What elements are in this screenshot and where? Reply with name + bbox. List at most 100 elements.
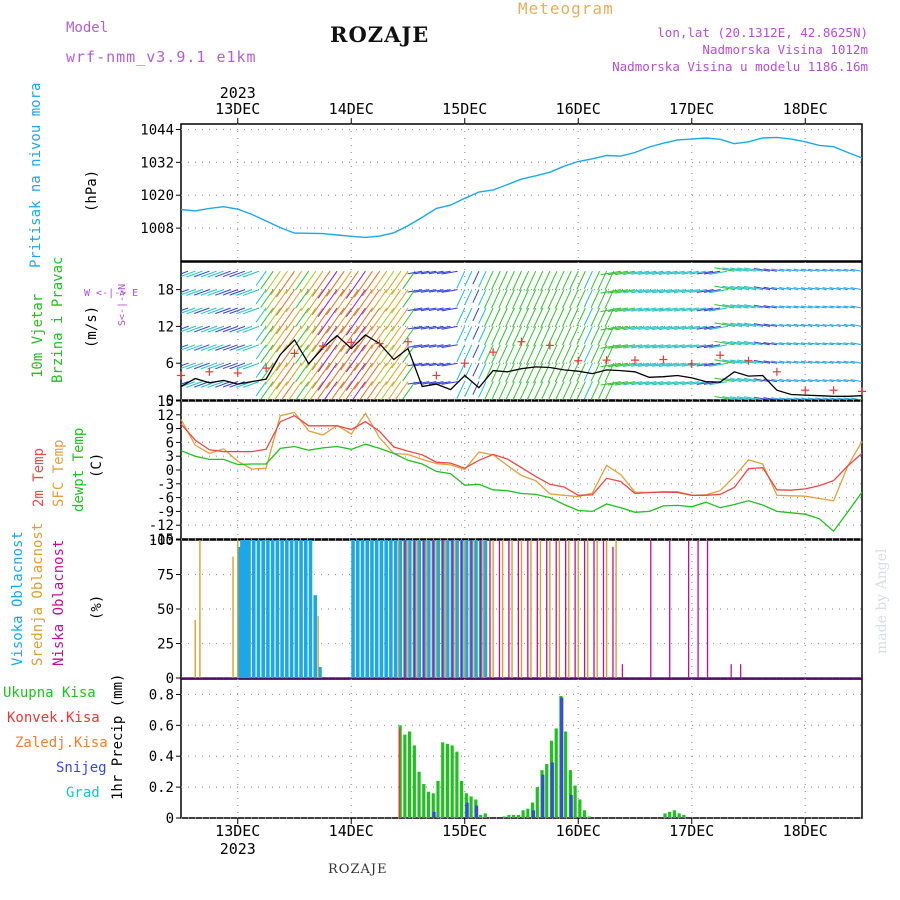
wind-arrow (681, 307, 699, 312)
wind-arrow (666, 270, 685, 275)
wind-arrow (456, 362, 466, 381)
wind-arrow (353, 362, 373, 390)
wind-arrow (505, 344, 515, 364)
wind-arrow (326, 362, 345, 389)
wind-arrow (498, 362, 508, 382)
precip-rain-bar (568, 770, 572, 818)
wind-arrow (779, 360, 792, 364)
wind-arrow (850, 379, 862, 383)
wind-arrow (843, 323, 855, 327)
wind-arrow (186, 381, 203, 388)
wind-arrow (420, 362, 437, 367)
wind-arrow (714, 377, 735, 383)
precip-rain-bar (483, 813, 487, 818)
wind-arrow (207, 381, 224, 388)
precip-rain-bar (417, 771, 421, 818)
wind-arrow (391, 270, 409, 295)
wind-arrow (753, 378, 770, 383)
wind-arrow (800, 360, 813, 364)
wind-arrow (836, 268, 848, 272)
wind-arrow (326, 289, 345, 316)
wind-arrow (763, 305, 777, 309)
wind-arrow (850, 397, 862, 400)
wind-arrow (793, 305, 806, 309)
wind-arrow (615, 325, 636, 331)
wind-arrow (402, 270, 416, 290)
cloud-high-bar (417, 540, 422, 678)
wind-arrow (744, 285, 763, 291)
wind-arrow (519, 326, 530, 347)
wind-arrow (414, 270, 430, 275)
bottom-year-label: 2023 (220, 840, 256, 858)
wind-arrow (730, 285, 749, 291)
wind-arrow (317, 289, 338, 318)
wind-arrow (472, 362, 480, 377)
cloud-high-bar (398, 540, 403, 678)
wind-arrow (402, 344, 416, 363)
wind-arrow (525, 307, 537, 329)
cloud-high-bar (474, 540, 478, 678)
wind-arrow (714, 267, 735, 272)
wind-arrow (200, 289, 217, 296)
wind-arrow (288, 381, 303, 400)
wind-arrow (800, 305, 813, 309)
wind-arrow (615, 362, 636, 368)
wind-arrow (391, 307, 409, 332)
bottom-date-label: 13DEC (215, 822, 260, 840)
wind-arrow (194, 344, 210, 351)
wind-arrow (323, 381, 338, 400)
precip-snow-bar (550, 762, 554, 818)
wind-arrow (547, 381, 558, 400)
wind-arrow (730, 377, 749, 383)
wind-arrow (829, 360, 841, 364)
wind-arrow (181, 307, 189, 312)
wind-arrow (441, 325, 458, 330)
wind-arrow (311, 326, 331, 352)
wind-arrow (194, 270, 210, 278)
wind-arrow (472, 381, 480, 395)
wind-arrow (744, 322, 763, 327)
wind-arrow (583, 344, 593, 363)
cloud-high-bar (355, 540, 360, 678)
wind-arrow (533, 381, 544, 400)
cloud-high-bar (426, 540, 431, 678)
precip-snow-bar (465, 802, 469, 818)
wind-arrow (793, 397, 806, 400)
wind-arrow (295, 289, 310, 309)
wind-arrow (533, 362, 544, 384)
wind-arrow (583, 270, 593, 290)
wind-arrow (850, 360, 862, 364)
precip-rain-bar (677, 813, 681, 818)
wind-arrow (786, 305, 799, 309)
wind-arrow (681, 270, 699, 275)
cloud-high-bar (237, 546, 242, 678)
wind-arrow (569, 270, 579, 290)
wind-arrow (631, 362, 650, 367)
wind-arrow (577, 399, 579, 400)
wind-arrow (554, 326, 565, 346)
wind-arrow (181, 289, 189, 293)
wind-arrow (275, 344, 295, 371)
temp-axis-tick-label: 6 (166, 435, 174, 451)
wind-arrow (850, 305, 862, 309)
wind-arrow (753, 267, 770, 272)
wind-arrow (353, 307, 373, 335)
wind-arrow (407, 270, 423, 275)
wind-arrow (322, 399, 323, 400)
wind-arrow (822, 268, 834, 272)
wind-arrow (753, 396, 770, 400)
wind-arrow (807, 397, 820, 400)
wind-arrow (264, 307, 281, 330)
wind-arrow (414, 344, 430, 348)
precip-rain-bar (554, 728, 558, 818)
wind-arrow (703, 307, 721, 312)
wind-arrow (631, 381, 650, 386)
wind-arrow (730, 396, 749, 400)
precip-rain-bar (441, 742, 445, 818)
wind-arrow (822, 397, 834, 400)
precip-axis-tick-label: 0.6 (149, 718, 174, 734)
wind-arrow (807, 287, 820, 291)
model-altitude-text: Nadmorska Visina u modelu 1186.16m (612, 59, 868, 74)
cloud-high-bar (266, 540, 270, 678)
